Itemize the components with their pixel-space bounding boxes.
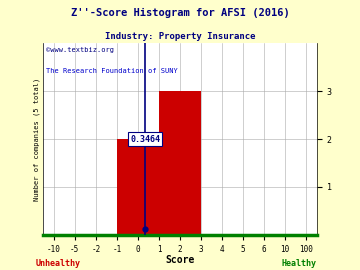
X-axis label: Score: Score xyxy=(165,255,195,265)
Bar xyxy=(117,139,159,235)
Y-axis label: Number of companies (5 total): Number of companies (5 total) xyxy=(34,77,40,201)
Text: 0.3464: 0.3464 xyxy=(130,134,160,144)
Text: Industry: Property Insurance: Industry: Property Insurance xyxy=(105,32,255,41)
Text: ©www.textbiz.org: ©www.textbiz.org xyxy=(46,47,114,53)
Bar xyxy=(159,91,201,235)
Text: Unhealthy: Unhealthy xyxy=(36,259,81,268)
Text: Healthy: Healthy xyxy=(282,259,317,268)
Text: The Research Foundation of SUNY: The Research Foundation of SUNY xyxy=(46,68,178,74)
Text: Z''-Score Histogram for AFSI (2016): Z''-Score Histogram for AFSI (2016) xyxy=(71,8,289,18)
